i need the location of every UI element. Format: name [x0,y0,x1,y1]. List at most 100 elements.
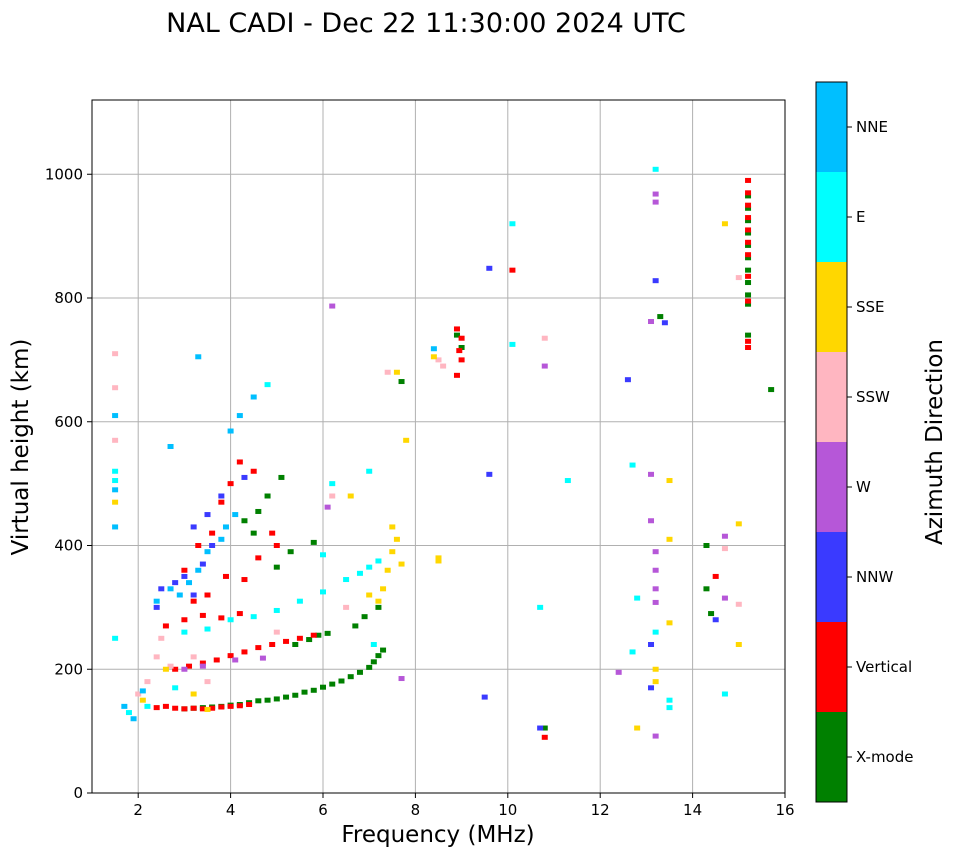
data-point [652,199,659,205]
data-point [218,493,225,499]
data-point [509,267,516,273]
data-point [218,499,225,505]
data-point [398,561,405,567]
data-point [172,705,179,711]
data-point [384,567,391,573]
data-point [509,341,516,347]
data-point [176,592,183,598]
grid-lines [92,100,786,794]
data-point [181,629,188,635]
data-point [273,629,280,635]
data-point [652,191,659,197]
data-point [222,524,229,530]
x-tick-label: 4 [226,801,236,819]
data-point [537,604,544,610]
data-point [112,385,119,391]
data-point [629,462,636,468]
data-point [269,530,276,536]
data-point [269,642,276,647]
data-point [218,704,225,710]
x-tick-label: 6 [318,801,328,819]
data-point [186,663,193,669]
data-point [273,543,280,548]
data-point [666,536,673,542]
y-tick-label: 200 [54,660,83,678]
data-point [213,657,220,663]
data-point [329,481,336,487]
data-point [167,663,174,669]
data-point [745,273,752,279]
data-point [218,615,225,621]
data-point [648,685,655,691]
data-point [310,539,317,545]
y-tick-label: 1000 [45,165,83,183]
colorbar-title: Azimuth Direction [922,339,948,545]
data-point [172,580,179,586]
data-point [264,382,271,388]
data-point [199,612,206,618]
data-point [218,536,225,542]
data-point [745,227,752,233]
data-point [384,369,391,375]
data-point [153,604,160,610]
data-point [615,669,622,675]
series-sse [112,221,742,731]
data-point [564,478,571,484]
data-point [745,205,752,211]
colorbar-label: SSW [856,388,890,406]
data-point [190,654,197,660]
data-point [735,601,742,607]
data-point [320,589,326,595]
data-point [250,394,257,400]
data-point [121,703,128,709]
data-point [167,586,174,592]
data-point [652,599,659,605]
data-point [634,595,641,601]
data-point [195,543,202,548]
data-point [652,679,659,685]
data-point [112,413,119,419]
data-point [250,468,257,474]
colorbar-label: X-mode [856,748,913,766]
colorbar-label: SSE [856,298,885,316]
data-point [153,654,160,660]
data-point [652,166,659,172]
series-ssw [112,275,742,697]
data-point [435,558,442,564]
data-point [375,653,382,659]
colorbar-segment [816,352,847,442]
data-point [375,558,382,564]
data-point [666,478,673,484]
data-point [172,666,179,672]
data-point [389,549,396,555]
data-point [264,697,271,703]
data-point [232,657,239,663]
data-point [130,716,137,722]
data-point [236,413,243,419]
data-point [393,536,400,542]
data-point [320,684,326,690]
data-point [486,265,493,271]
data-point [181,573,188,579]
data-point [283,638,290,644]
data-point [721,533,728,539]
data-point [310,687,317,693]
colorbar-segment [816,622,847,712]
data-point [453,372,460,378]
data-point [435,555,442,561]
data-point [236,459,243,465]
data-point [167,444,174,449]
colorbar-label: NNE [856,118,888,136]
data-point [703,586,710,592]
data-point [745,267,752,273]
data-point [366,468,373,474]
data-point [652,666,659,672]
data-point [652,586,659,592]
data-point [361,614,368,620]
y-axis-label: Virtual height (km) [8,339,34,556]
data-point [144,703,151,709]
data-point [541,335,548,341]
colorbar-label: W [856,478,871,496]
data-point [375,598,382,604]
data-point [227,481,234,487]
